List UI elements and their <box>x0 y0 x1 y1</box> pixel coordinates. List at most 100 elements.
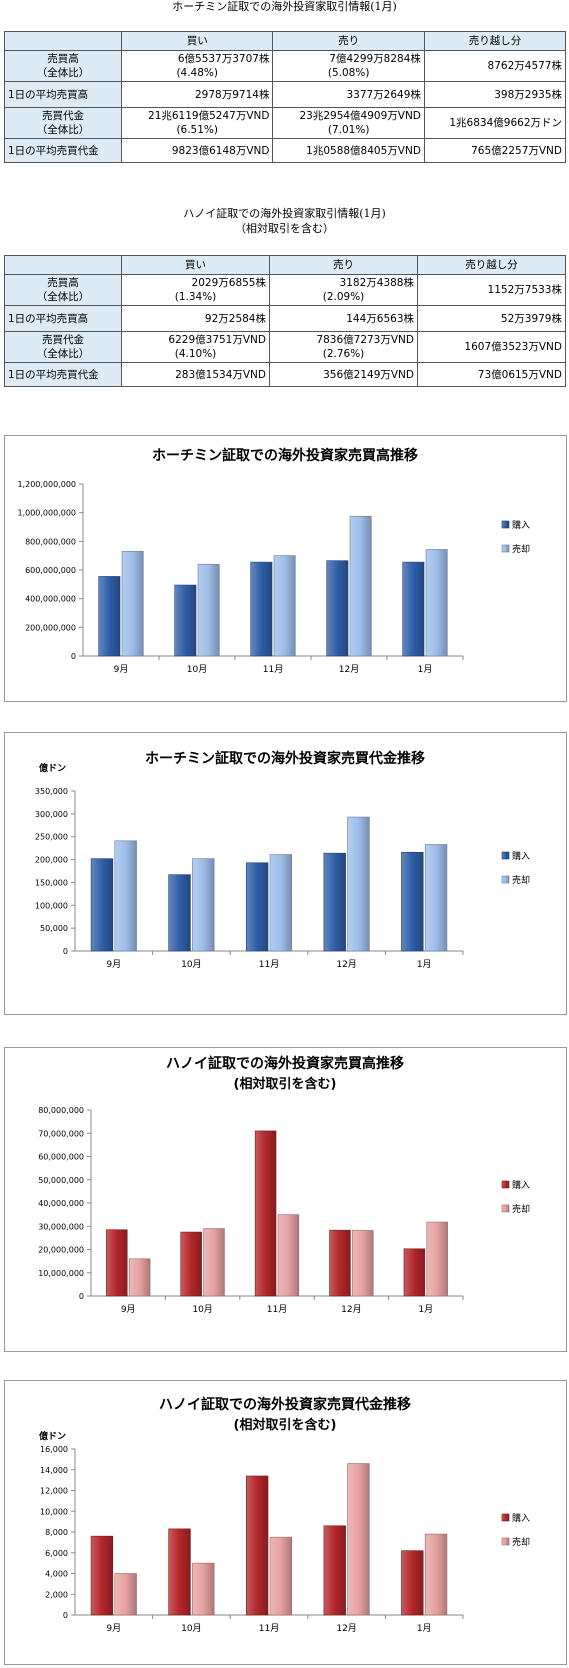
row-label: 1日の平均売買高 <box>4 305 122 332</box>
bar-sell <box>424 1533 448 1616</box>
bar-buy <box>245 1475 269 1616</box>
net-cell: 1兆6834億9662万ドン <box>423 107 567 139</box>
y-tick-label: 800,000,000 <box>25 537 76 546</box>
y-tick-label: 300,000 <box>35 810 68 819</box>
y-tick-label: 400,000,000 <box>25 595 76 604</box>
x-tick-label: 11月 <box>259 959 279 970</box>
y-tick-label: 6,000 <box>45 1549 68 1558</box>
bar-sell <box>424 844 448 952</box>
bar-buy <box>106 1229 128 1297</box>
x-tick-label: 12月 <box>336 959 356 970</box>
y-tick-label: 600,000,000 <box>25 566 76 575</box>
y-tick-label: 350,000 <box>35 787 68 796</box>
bar-sell <box>192 1562 215 1616</box>
y-tick-label: 250,000 <box>35 833 68 842</box>
bar-buy <box>401 1550 424 1616</box>
y-tick-label: 40,000,000 <box>38 1199 84 1208</box>
sell-cell: 1兆0588億8405万VND <box>272 138 425 163</box>
sell-cell: 144万6563株 <box>269 305 418 332</box>
bar-sell <box>197 563 220 657</box>
table-row: 1日の平均売買代金 9823億6148万VND 1兆0588億8405万VND … <box>4 138 567 163</box>
bar-sell <box>277 1214 300 1297</box>
bar-sell <box>273 555 296 657</box>
chart-hcm-volume: ホーチミン証取での海外投資家売買高推移 0 200,000,000 400,000,0… <box>4 435 567 702</box>
legend-label: 購入 <box>512 1179 530 1191</box>
x-tick-label: 10月 <box>181 1623 201 1634</box>
legend-label: 売却 <box>512 543 530 555</box>
bar-sell <box>269 854 293 952</box>
chart-svg: ハノイ証取での海外投資家売買高推移 (相対取引を含む) 0 10,000,000 20,… <box>38 1055 530 1315</box>
net-cell: 1152万7533株 <box>417 274 566 306</box>
x-tick-label: 11月 <box>263 664 283 675</box>
row-label: 1日の平均売買代金 <box>4 362 122 387</box>
legend-swatch <box>501 1204 510 1213</box>
bar-buy <box>250 561 273 657</box>
y-tick-label: 200,000,000 <box>25 623 76 632</box>
table-row: 売買代金 （全体比） 6229億3751万VND (4.10%) 7836億7273… <box>4 331 566 363</box>
net-cell: 765億2257万VND <box>423 138 567 163</box>
y-unit-label: 億ドン <box>39 762 66 774</box>
x-tick-label: 9月 <box>106 1623 121 1634</box>
chart-subtitle: (相対取引を含む) <box>234 1417 337 1433</box>
table-row: 1日の平均売買高 92万2584株 144万6563株 52万3979株 <box>4 305 566 332</box>
legend-label: 売却 <box>512 1203 530 1215</box>
table-row: 売買高 （全体比） 6億5537万3707株 (4.48%) 7億4299万8284… <box>4 50 567 82</box>
bar-buy <box>90 858 114 952</box>
x-tick-label: 10月 <box>187 664 207 675</box>
net-cell: 73億0615万VND <box>417 362 566 387</box>
y-tick-label: 100,000 <box>35 901 68 910</box>
y-tick-label: 16,000 <box>40 1445 68 1454</box>
y-tick-label: 70,000,000 <box>38 1129 84 1138</box>
y-tick-label: 50,000 <box>40 924 68 933</box>
hcm-table-title: ホーチミン証取での海外投資家取引情報(1月) <box>172 0 397 13</box>
chart-svg: ハノイ証取での海外投資家売買代金推移 (相対取引を含む) 億ドン 0 2,000 4,00… <box>39 1396 530 1634</box>
hn-info-table: 買い 売り 売り越し分 売買高 （全体比） 2029万6855株 (1.34%) 3… <box>4 255 566 387</box>
bar-buy <box>402 561 425 657</box>
buy-cell: 92万2584株 <box>121 305 270 332</box>
bar-buy <box>254 1130 277 1297</box>
legend-label: 購入 <box>512 1512 530 1524</box>
y-tick-label: 0 <box>63 1611 68 1620</box>
bar-sell <box>121 551 144 657</box>
header-cell-sell: 売り <box>272 31 425 51</box>
table-row: 1日の平均売買高 2978万9714株 3377万2649株 398万2935株 <box>4 81 567 108</box>
legend-swatch <box>501 851 510 860</box>
chart-hcm-value: ホーチミン証取での海外投資家売買代金推移 億ドン 0 50,000 100,000 150… <box>4 732 567 1015</box>
net-cell: 1607億3523万VND <box>417 331 566 363</box>
sell-cell: 356億2149万VND <box>269 362 418 387</box>
chart-title: ハノイ証取での海外投資家売買代金推移 <box>159 1396 411 1413</box>
net-cell: 8762万4577株 <box>423 50 567 82</box>
y-tick-label: 8,000 <box>45 1528 68 1537</box>
table-row: 1日の平均売買代金 283億1534万VND 356億2149万VND 73億0… <box>4 362 566 387</box>
bar-buy <box>401 851 424 952</box>
x-tick-label: 12月 <box>341 1304 361 1315</box>
legend-swatch <box>501 1537 510 1546</box>
legend-swatch <box>501 544 510 553</box>
bar-buy <box>98 576 121 657</box>
bar-sell <box>114 1573 137 1616</box>
legend-swatch <box>501 1513 510 1522</box>
net-cell: 52万3979株 <box>417 305 566 332</box>
y-tick-label: 12,000 <box>40 1487 68 1496</box>
x-tick-label: 10月 <box>181 959 201 970</box>
bar-buy <box>326 560 349 657</box>
y-tick-label: 0 <box>71 652 76 661</box>
chart-hn-value: ハノイ証取での海外投資家売買代金推移 (相対取引を含む) 億ドン 0 2,000 4,00… <box>4 1380 567 1665</box>
legend-swatch <box>501 875 510 884</box>
buy-cell: 9823億6148万VND <box>120 138 274 163</box>
bar-buy <box>174 584 197 657</box>
bar-sell <box>349 515 372 657</box>
x-tick-label: 9月 <box>114 664 129 675</box>
x-tick-label: 11月 <box>259 1623 279 1634</box>
buy-cell: 21兆6119億5247万VND (6.51%) <box>120 107 274 139</box>
row-label: 売買高 （全体比） <box>4 274 122 306</box>
sell-cell: 23兆2954億4909万VND (7.01%) <box>272 107 425 139</box>
bar-buy <box>245 862 269 952</box>
legend-swatch <box>501 1180 510 1189</box>
legend-swatch <box>501 520 510 529</box>
bar-sell <box>425 549 448 657</box>
sell-cell: 3182万4388株 (2.09%) <box>269 274 418 306</box>
legend-label: 売却 <box>512 1536 530 1548</box>
header-cell-empty <box>4 255 122 275</box>
